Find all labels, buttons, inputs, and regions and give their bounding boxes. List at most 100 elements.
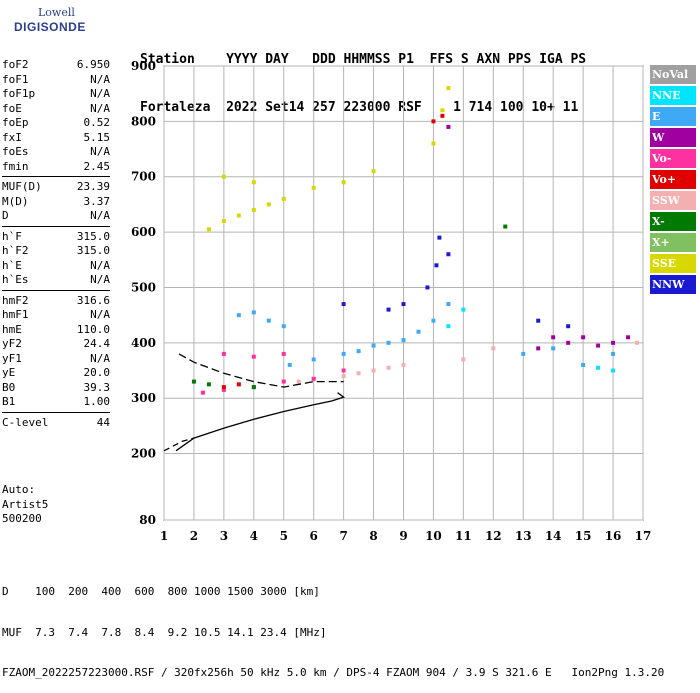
param-row: yE 20.0 xyxy=(2,366,110,381)
param-row: h`Es N/A xyxy=(2,273,110,288)
legend-item: W xyxy=(650,128,696,147)
profile-dashed-curve xyxy=(163,437,195,452)
param-name: yF1 xyxy=(2,351,22,365)
x-tick-label: 1 xyxy=(160,529,168,543)
legend-item: NNE xyxy=(650,86,696,105)
param-row: foF2 6.950 xyxy=(2,58,110,73)
data-point-vo xyxy=(200,390,205,395)
data-point-nne xyxy=(461,307,466,312)
param-name: hmF2 xyxy=(2,293,29,307)
x-tick-label: 11 xyxy=(455,529,472,543)
data-point-sse xyxy=(206,227,211,232)
param-separator xyxy=(2,176,110,177)
data-point-vo xyxy=(251,354,256,359)
param-name: foF1p xyxy=(2,87,36,100)
param-name: fmin xyxy=(2,159,29,173)
x-tick-label: 2 xyxy=(190,529,198,543)
param-row: MUF(D) 23.39 xyxy=(2,180,110,195)
param-value: 3.37 xyxy=(83,194,111,208)
data-point-e xyxy=(311,357,316,362)
auto-program: Artist5 xyxy=(2,497,49,511)
param-name: h`E xyxy=(2,258,22,272)
param-value: 1.00 xyxy=(83,395,111,408)
data-point-sse xyxy=(236,213,241,218)
param-row: C-level 44 xyxy=(2,416,110,431)
data-point-sse xyxy=(281,196,286,201)
data-point-e xyxy=(581,362,586,367)
param-row: h`F 315.0 xyxy=(2,230,110,245)
y-tick-label: 900 xyxy=(131,59,156,73)
data-point-ssw xyxy=(491,346,496,351)
profile-curve xyxy=(175,392,346,452)
muf-row: MUF 7.3 7.4 7.8 8.4 9.2 10.5 14.1 23.4 [… xyxy=(2,625,327,639)
x-tick-label: 9 xyxy=(399,529,407,543)
data-point-x xyxy=(191,379,196,384)
data-point-nnw xyxy=(536,318,541,323)
data-point-e xyxy=(386,340,391,345)
data-point-w xyxy=(536,346,541,351)
param-name: B0 xyxy=(2,380,16,394)
param-separator xyxy=(2,289,110,291)
data-point-sse xyxy=(221,219,226,224)
data-point-w xyxy=(596,343,601,348)
param-row: h`E N/A xyxy=(2,259,110,274)
param-row: yF1 N/A xyxy=(2,352,110,367)
param-name: foF1 xyxy=(2,72,29,86)
y-tick-label: 400 xyxy=(131,336,156,350)
logo-lowell-text: Lowell xyxy=(38,6,75,19)
param-row: M(D) 3.37 xyxy=(2,195,110,210)
param-row: hmF1 N/A xyxy=(2,308,110,323)
data-point-vo xyxy=(281,351,286,356)
data-point-e xyxy=(341,351,346,356)
file-info: FZAOM_2022257223000.RSF / 320fx256h 50 k… xyxy=(2,666,665,679)
header-values: Fortaleza 2022 Set14 257 223000 RSF 1 71… xyxy=(140,100,579,115)
legend-item: X- xyxy=(650,212,696,231)
param-row: foE N/A xyxy=(2,102,110,117)
legend-item: Vo+ xyxy=(650,170,696,189)
param-row: fmin 2.45 xyxy=(2,160,110,175)
data-point-vo xyxy=(431,119,436,124)
param-value: 20.0 xyxy=(83,366,111,379)
data-point-w xyxy=(566,340,571,345)
param-value: N/A xyxy=(90,273,110,286)
x-tick-label: 4 xyxy=(250,529,258,543)
data-point-nne xyxy=(611,368,616,373)
param-row: yF2 24.4 xyxy=(2,337,110,352)
param-name: yF2 xyxy=(2,337,22,350)
data-point-x xyxy=(206,382,211,387)
data-point-ssw xyxy=(341,374,346,379)
param-row: D N/A xyxy=(2,209,110,224)
data-point-sse xyxy=(431,141,436,146)
data-point-vo xyxy=(281,379,286,384)
param-value: N/A xyxy=(90,351,110,365)
data-point-e xyxy=(521,351,526,356)
auto-version: 500200 xyxy=(2,512,42,525)
x-tick-label: 13 xyxy=(515,529,532,543)
param-value: 110.0 xyxy=(76,322,110,336)
data-point-e xyxy=(236,313,241,318)
data-point-e xyxy=(251,310,256,315)
y-tick-label: 800 xyxy=(131,114,156,128)
data-point-nnw xyxy=(434,263,439,268)
param-value: N/A xyxy=(90,209,110,222)
legend-item: X+ xyxy=(650,233,696,252)
param-name: C-level xyxy=(2,415,49,429)
y-tick-label: 700 xyxy=(131,170,156,184)
param-value: 24.4 xyxy=(83,337,111,350)
param-name: hmE xyxy=(2,322,22,336)
parameter-panel: foF2 6.950 foF1 N/A foF1p N/A foE N/A foEp 0.52 fx… xyxy=(2,58,110,430)
x-tick-label: 14 xyxy=(545,529,562,543)
x-tick-label: 5 xyxy=(280,529,288,543)
param-row: foEs N/A xyxy=(2,145,110,160)
param-value: N/A xyxy=(90,145,110,158)
x-tick-label: 12 xyxy=(485,529,502,543)
data-point-w xyxy=(581,335,586,340)
data-point-sse xyxy=(251,207,256,212)
data-point-sse xyxy=(371,169,376,174)
data-point-ssw xyxy=(461,357,466,362)
x-tick-label: 8 xyxy=(369,529,377,543)
legend-item: SSE xyxy=(650,254,696,273)
data-point-vo xyxy=(341,368,346,373)
data-point-vo xyxy=(236,382,241,387)
param-name: M(D) xyxy=(2,194,29,208)
